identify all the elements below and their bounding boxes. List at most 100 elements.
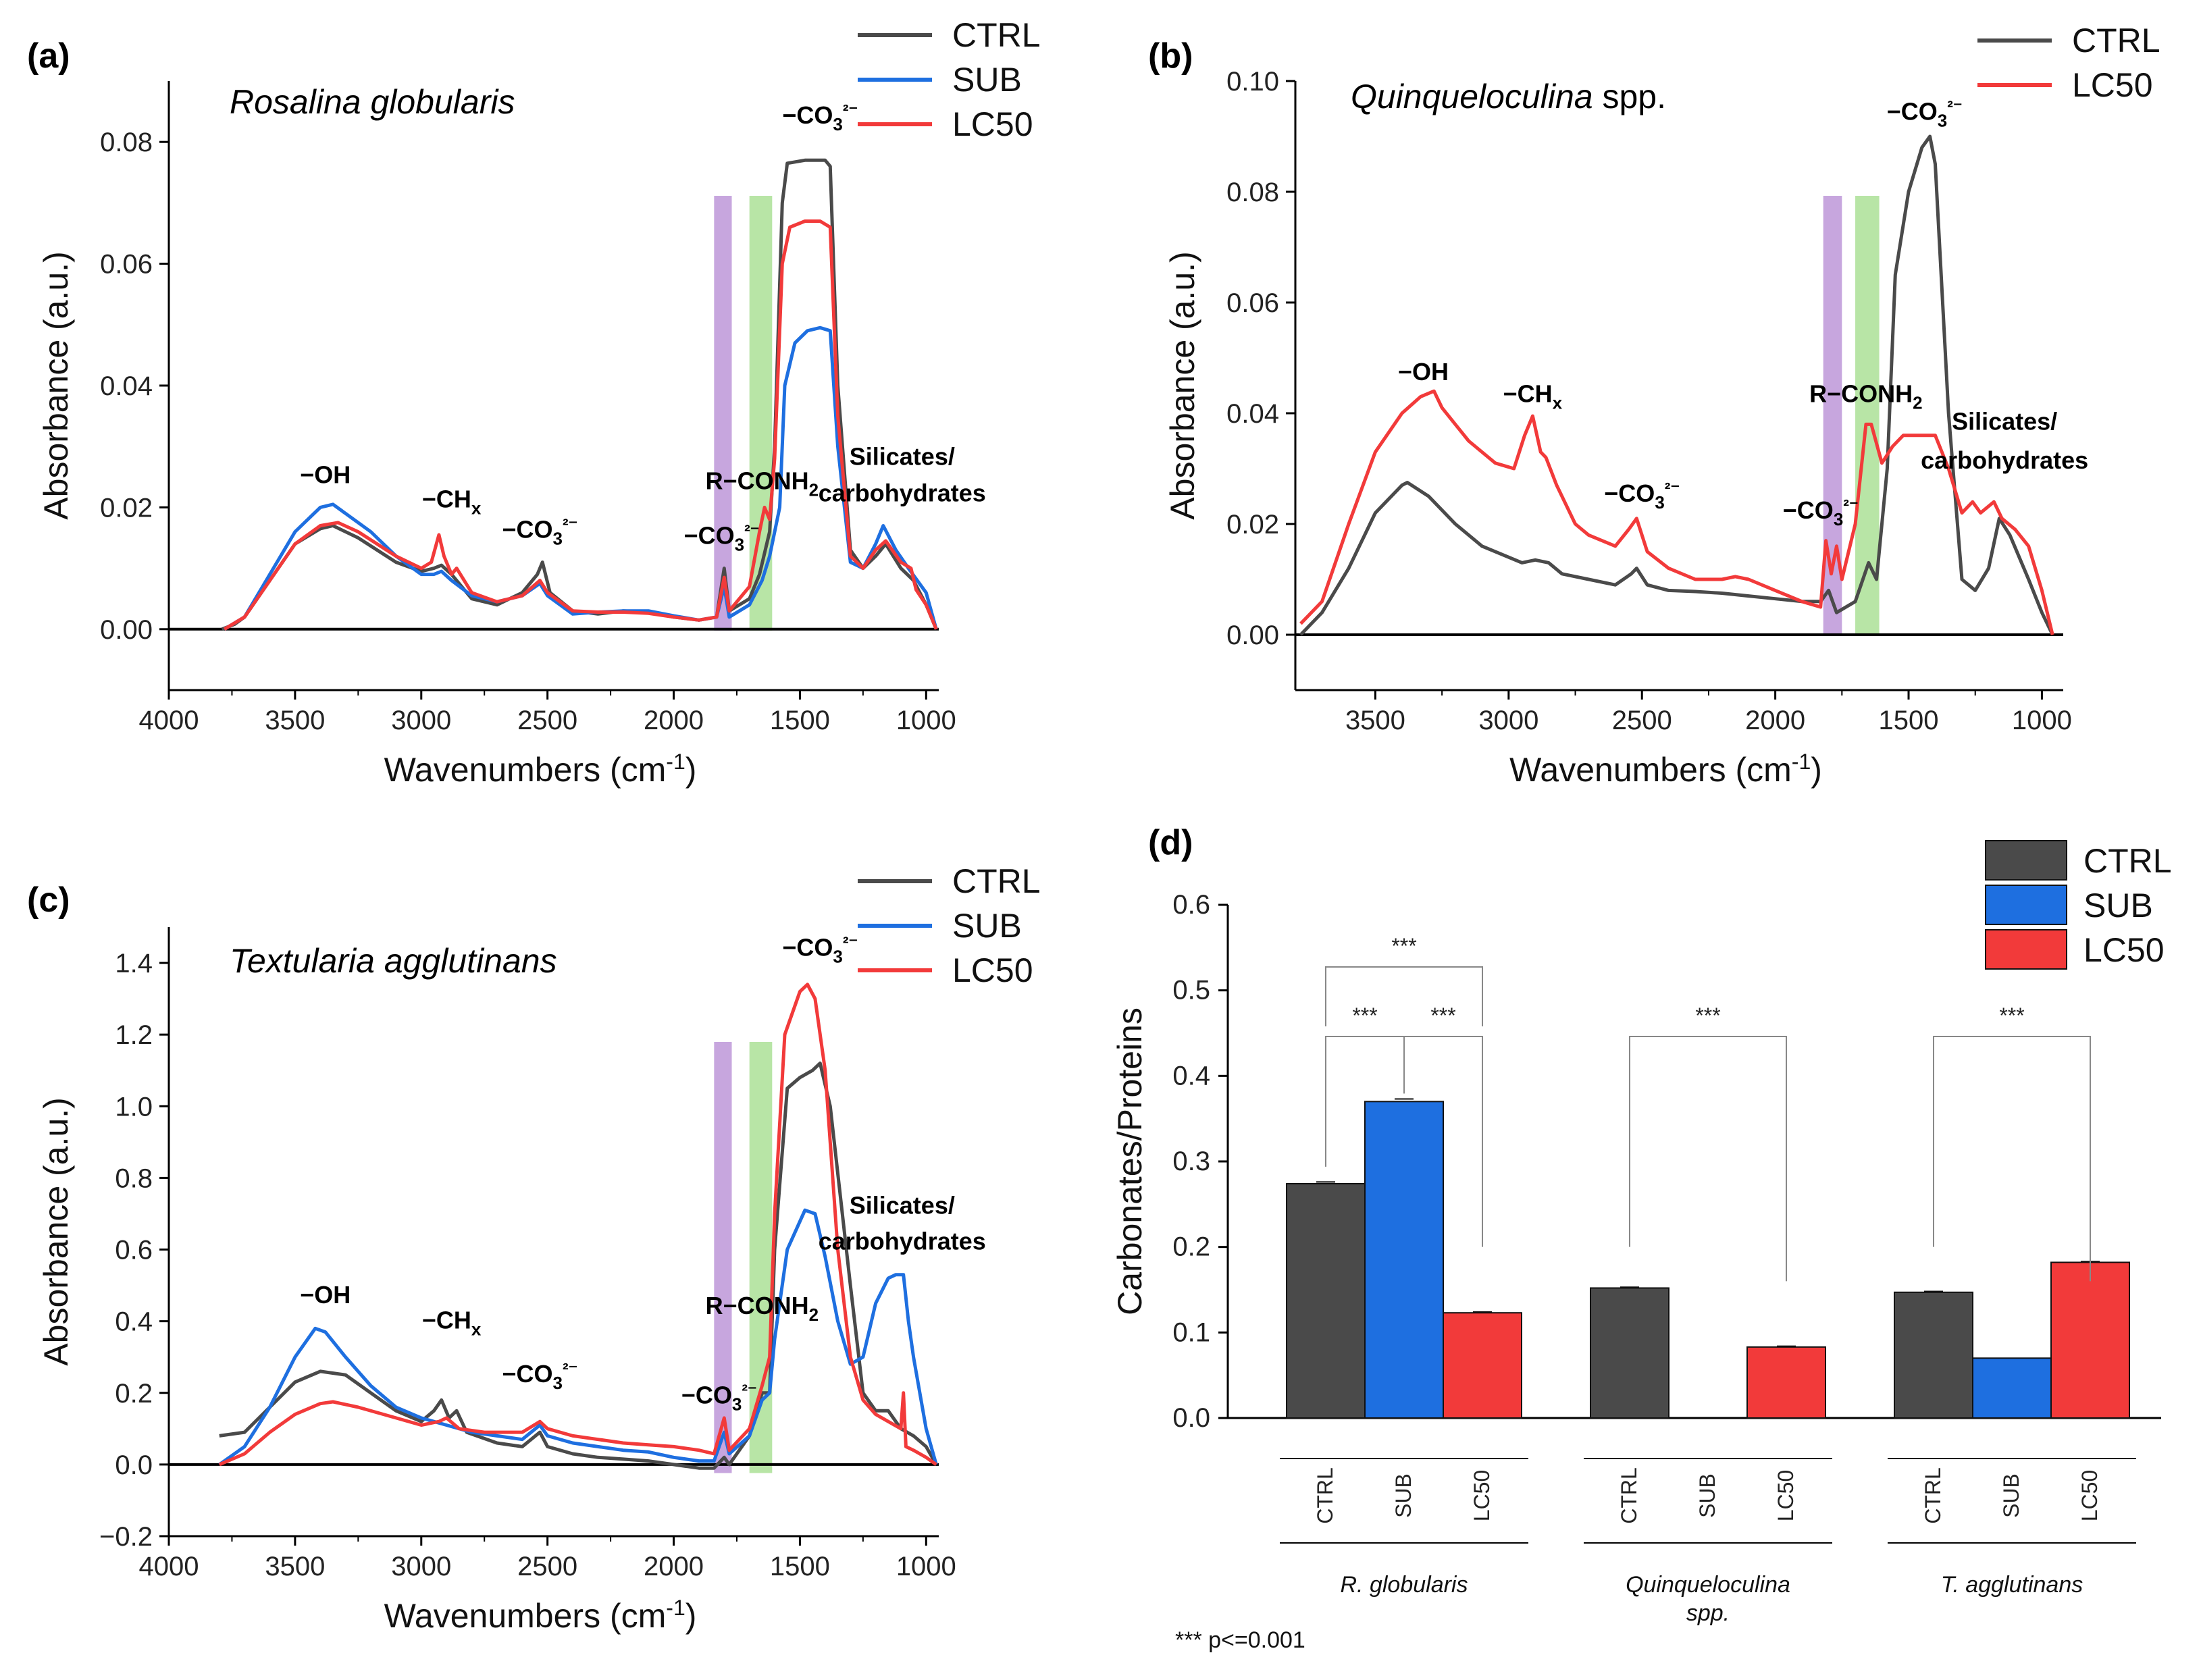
peak-annotation: −CO3²⁻ [502, 515, 577, 549]
x-tick-label: 3000 [391, 1552, 451, 1581]
x-tick-label: 1000 [896, 706, 956, 735]
legend-label: LC50 [952, 105, 1033, 143]
peak-annotation: carbohydrates [1921, 446, 2088, 474]
y-axis-label: Carbonates/Proteins [1111, 1007, 1149, 1315]
y-tick-label: 0.08 [100, 128, 153, 157]
y-tick-label: 1.0 [115, 1092, 153, 1122]
legend-swatch-lc50 [1985, 929, 2067, 970]
peak-annotation: −CO3²⁻ [681, 1381, 757, 1415]
y-tick-label: 0.10 [1226, 67, 1279, 97]
y-tick-label: 0.06 [1226, 288, 1279, 318]
p-value-footnote: *** p<=0.001 [1175, 1627, 1305, 1653]
significance-bracket [1325, 966, 1483, 1026]
legend-label: LC50 [952, 951, 1033, 989]
group-label: Quinqueloculina [1626, 1572, 1790, 1598]
x-axis-label: Wavenumbers (cm-1) [384, 750, 697, 789]
x-tick-label: 2000 [1745, 706, 1805, 735]
panel-a: 4000 3500 3000 2500 2000 1500 1000 0.00 0.02 0.04… [27, 16, 1041, 789]
y-axis-label: Absorbance (a.u.) [37, 1097, 75, 1365]
peak-annotation: −CHx [1503, 380, 1563, 413]
bar-lc50 [1746, 1346, 1826, 1419]
legend-label: CTRL [2083, 842, 2172, 880]
group-label: T. agglutinans [1941, 1572, 2083, 1598]
x-tick-label: 1500 [770, 1552, 830, 1581]
x-tick-label: 1000 [896, 1552, 956, 1581]
x-axis-label: Wavenumbers (cm-1) [384, 1596, 697, 1635]
panel-label: (c) [27, 881, 70, 920]
x-tick-label: 1000 [2012, 706, 2072, 735]
category-label: SUB [1391, 1473, 1416, 1518]
y-tick-label: 1.2 [115, 1020, 153, 1050]
bar-lc50 [1443, 1312, 1522, 1419]
y-tick-label: 0.2 [115, 1379, 153, 1409]
peak-annotation: −OH [300, 1281, 351, 1309]
y-tick-label: 0.6 [115, 1236, 153, 1265]
category-label: SUB [1695, 1473, 1719, 1518]
y-tick-label: 1.4 [115, 949, 153, 978]
peak-annotation: −OH [1398, 358, 1449, 386]
peak-annotation: −CO3²⁻ [1604, 479, 1680, 513]
bar-ctrl [1590, 1287, 1669, 1419]
bar-lc50 [2050, 1261, 2130, 1419]
legend-label: SUB [952, 907, 1022, 945]
peak-annotation: R−CONH2 [1809, 380, 1923, 413]
y-tick-label: 0.5 [1172, 976, 1210, 1005]
y-tick-label: 0.4 [1172, 1061, 1210, 1091]
peak-annotation: Silicates/ [850, 442, 955, 470]
y-tick-label: 0.02 [100, 493, 153, 523]
x-tick-label: 3500 [265, 706, 325, 735]
y-tick-label: 0.06 [100, 250, 153, 280]
legend-label: LC50 [2072, 66, 2153, 104]
species-name: Quinqueloculina spp. [1351, 78, 1666, 115]
peak-annotation: −CO3²⁻ [684, 521, 760, 555]
y-tick-label: 0.04 [1226, 399, 1279, 429]
series-line-ctrl [219, 1061, 938, 1470]
category-label: CTRL [1617, 1467, 1641, 1524]
series-line-ctrl [1299, 134, 2054, 636]
peak-annotation: carbohydrates [819, 1228, 986, 1255]
y-tick-label: 0.0 [115, 1450, 153, 1480]
bar-sub [1364, 1101, 1444, 1419]
legend-label: LC50 [2083, 931, 2165, 969]
x-tick-label: 2000 [644, 1552, 704, 1581]
legend-label: CTRL [2072, 22, 2160, 59]
y-tick-label: 0.2 [1172, 1232, 1210, 1262]
peak-annotation: −CO3²⁻ [1783, 496, 1859, 529]
bar-ctrl [1894, 1291, 1973, 1419]
y-tick-label: 0.4 [115, 1307, 153, 1337]
significance-label: *** [1391, 934, 1416, 958]
x-tick-label: 3000 [1478, 706, 1538, 735]
significance-bracket [1933, 1036, 2091, 1282]
peak-annotation: −CO3²⁻ [782, 101, 858, 134]
x-tick-label: 2000 [644, 706, 704, 735]
panel-b: 3500 3000 2500 2000 1500 1000 0.00 0.02 0.04 0.06… [1148, 22, 2160, 789]
species-name: Rosalina globularis [230, 83, 515, 121]
y-tick-label: −0.2 [99, 1522, 153, 1552]
x-tick-label: 3000 [391, 706, 451, 735]
category-label: SUB [1999, 1473, 2023, 1518]
y-axis-label: Absorbance (a.u.) [1164, 251, 1201, 519]
y-tick-label: 0.08 [1226, 178, 1279, 207]
legend-label: SUB [2083, 887, 2153, 924]
group-label-2: spp. [1686, 1600, 1730, 1626]
series-line-sub [218, 1208, 938, 1466]
y-tick-label: 0.02 [1226, 510, 1279, 540]
y-tick-label: 0.0 [1172, 1403, 1210, 1433]
bar-ctrl [1286, 1182, 1366, 1419]
peak-annotation: −CO3²⁻ [1887, 97, 1963, 130]
y-tick-label: 0.04 [100, 371, 153, 401]
x-tick-label: 2500 [1612, 706, 1672, 735]
significance-label: *** [1430, 1003, 1455, 1028]
significance-bracket [1629, 1036, 1787, 1282]
x-tick-label: 3500 [1345, 706, 1405, 735]
peak-annotation: −OH [300, 461, 351, 488]
category-label: LC50 [1470, 1470, 1494, 1522]
series-line-lc50 [1299, 389, 2054, 635]
significance-label: *** [1352, 1003, 1377, 1028]
y-tick-label: 0.8 [115, 1163, 153, 1193]
y-tick-label: 0.1 [1172, 1317, 1210, 1347]
amide-band-purple [714, 196, 732, 631]
legend-label: CTRL [952, 862, 1041, 900]
significance-label: *** [1999, 1003, 2024, 1028]
